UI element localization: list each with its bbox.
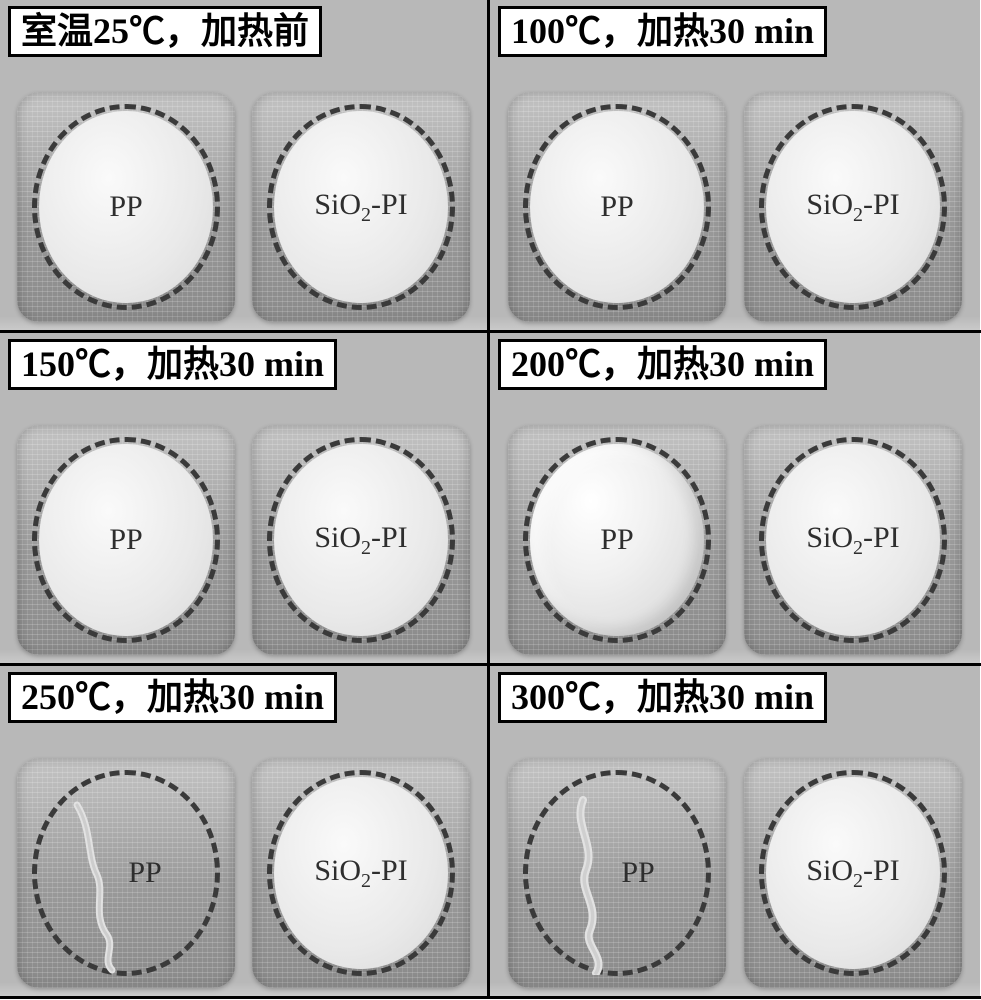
row-1: 室温25℃，加热前 PP SiO2-PI 100℃，加热30 min bbox=[0, 0, 981, 333]
foil-tile-sio2pi: SiO2-PI bbox=[252, 758, 470, 988]
foil-tile-sio2pi: SiO2-PI bbox=[744, 92, 962, 322]
caption: 室温25℃，加热前 bbox=[8, 6, 322, 57]
pp-label: PP bbox=[600, 190, 633, 224]
pp-label: PP bbox=[621, 856, 654, 890]
row-2: 150℃，加热30 min PP SiO2-PI 200℃，加热30 min bbox=[0, 333, 981, 666]
row-3: 250℃，加热30 min PP SiO2-PI 300℃，加热 bbox=[0, 666, 981, 999]
pp-label: PP bbox=[109, 190, 142, 224]
sio2pi-label: SiO2-PI bbox=[314, 521, 407, 560]
foil-tile-pp: PP bbox=[17, 425, 235, 655]
dashed-outline: SiO2-PI bbox=[759, 104, 947, 310]
panel-100c: 100℃，加热30 min PP SiO2-PI bbox=[490, 0, 980, 330]
caption: 250℃，加热30 min bbox=[8, 672, 337, 723]
sio2pi-label: SiO2-PI bbox=[806, 521, 899, 560]
sample-pair: PP SiO2-PI bbox=[490, 62, 980, 322]
panel-150c: 150℃，加热30 min PP SiO2-PI bbox=[0, 333, 490, 663]
pp-label: PP bbox=[128, 856, 161, 890]
dashed-outline: SiO2-PI bbox=[267, 104, 455, 310]
foil-tile-sio2pi: SiO2-PI bbox=[252, 92, 470, 322]
foil-tile-sio2pi: SiO2-PI bbox=[744, 425, 962, 655]
sio2pi-label: SiO2-PI bbox=[806, 854, 899, 893]
sample-pair: PP SiO2-PI bbox=[0, 728, 487, 988]
dashed-outline: SiO2-PI bbox=[759, 437, 947, 643]
sample-pair: PP SiO2-PI bbox=[490, 395, 980, 655]
pp-melted-residue bbox=[37, 775, 217, 975]
sample-pair: PP SiO2-PI bbox=[490, 728, 980, 988]
caption: 200℃，加热30 min bbox=[498, 339, 827, 390]
caption: 150℃，加热30 min bbox=[8, 339, 337, 390]
sample-pair: PP SiO2-PI bbox=[0, 395, 487, 655]
dashed-outline: PP bbox=[523, 770, 711, 976]
foil-tile-pp: PP bbox=[508, 758, 726, 988]
dashed-outline: PP bbox=[32, 104, 220, 310]
dashed-outline: SiO2-PI bbox=[267, 770, 455, 976]
panel-300c: 300℃，加热30 min PP SiO2-PI bbox=[490, 666, 980, 996]
dashed-outline: PP bbox=[32, 770, 220, 976]
foil-tile-pp: PP bbox=[17, 758, 235, 988]
sio2pi-label: SiO2-PI bbox=[314, 854, 407, 893]
pp-melted-residue bbox=[528, 775, 708, 975]
caption: 300℃，加热30 min bbox=[498, 672, 827, 723]
caption: 100℃，加热30 min bbox=[498, 6, 827, 57]
foil-tile-sio2pi: SiO2-PI bbox=[252, 425, 470, 655]
panel-250c: 250℃，加热30 min PP SiO2-PI bbox=[0, 666, 490, 996]
panel-25c: 室温25℃，加热前 PP SiO2-PI bbox=[0, 0, 490, 330]
sample-pair: PP SiO2-PI bbox=[0, 62, 487, 322]
sio2pi-label: SiO2-PI bbox=[806, 188, 899, 227]
pp-label: PP bbox=[109, 523, 142, 557]
pp-label: PP bbox=[600, 523, 633, 557]
foil-tile-pp: PP bbox=[508, 92, 726, 322]
foil-tile-pp: PP bbox=[17, 92, 235, 322]
dashed-outline: PP bbox=[523, 104, 711, 310]
foil-tile-pp: PP bbox=[508, 425, 726, 655]
dashed-outline: SiO2-PI bbox=[267, 437, 455, 643]
dashed-outline: SiO2-PI bbox=[759, 770, 947, 976]
foil-tile-sio2pi: SiO2-PI bbox=[744, 758, 962, 988]
dashed-outline: PP bbox=[523, 437, 711, 643]
dashed-outline: PP bbox=[32, 437, 220, 643]
panel-200c: 200℃，加热30 min PP SiO2-PI bbox=[490, 333, 980, 663]
sio2pi-label: SiO2-PI bbox=[314, 188, 407, 227]
